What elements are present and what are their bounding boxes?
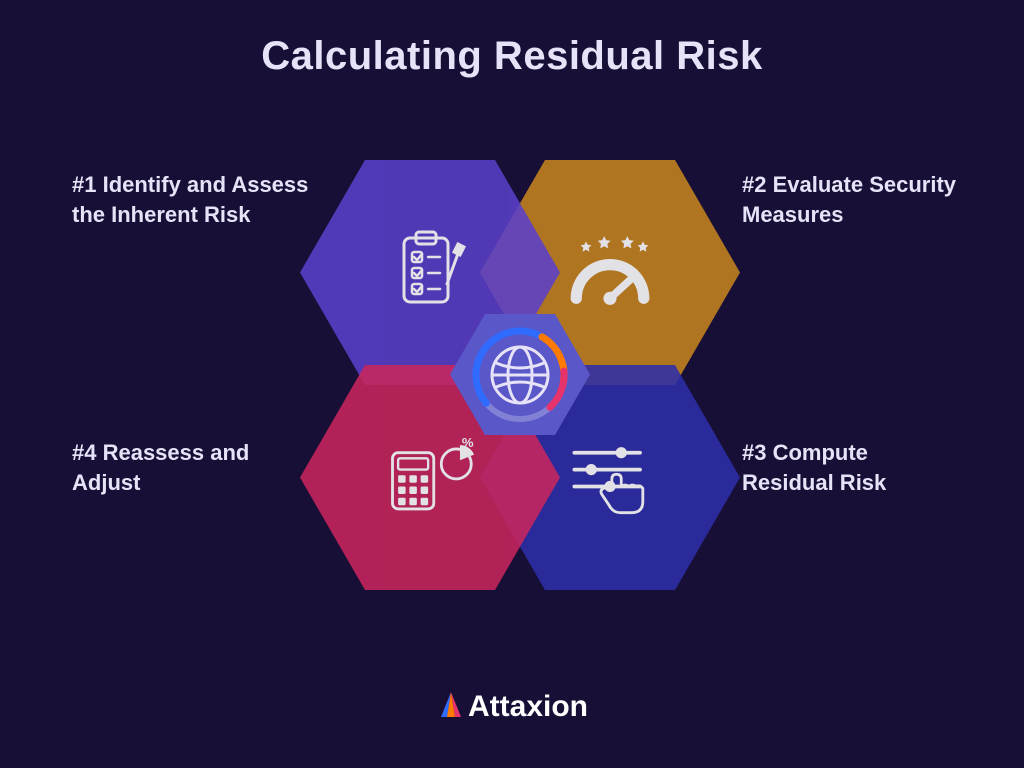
label-step-2: #2 Evaluate Security Measures bbox=[742, 170, 962, 229]
clipboard-check-icon bbox=[385, 228, 475, 318]
gauge-stars-icon bbox=[565, 228, 655, 318]
svg-text:%: % bbox=[462, 435, 474, 450]
label-step-1: #1 Identify and Assess the Inherent Risk bbox=[72, 170, 312, 229]
label-step-4: #4 Reassess and Adjust bbox=[72, 438, 312, 497]
page-title: Calculating Residual Risk bbox=[0, 34, 1024, 79]
brand-logo: Attaxion bbox=[0, 690, 1024, 728]
infographic-canvas: Calculating Residual Risk bbox=[0, 0, 1024, 768]
logo-text: Attaxion bbox=[468, 690, 588, 723]
calculator-pie-icon: % bbox=[385, 433, 475, 523]
sliders-hand-icon bbox=[565, 433, 655, 523]
logo-mark-icon bbox=[436, 690, 466, 728]
label-step-3: #3 Compute Residual Risk bbox=[742, 438, 962, 497]
globe-ring-icon bbox=[472, 327, 568, 423]
